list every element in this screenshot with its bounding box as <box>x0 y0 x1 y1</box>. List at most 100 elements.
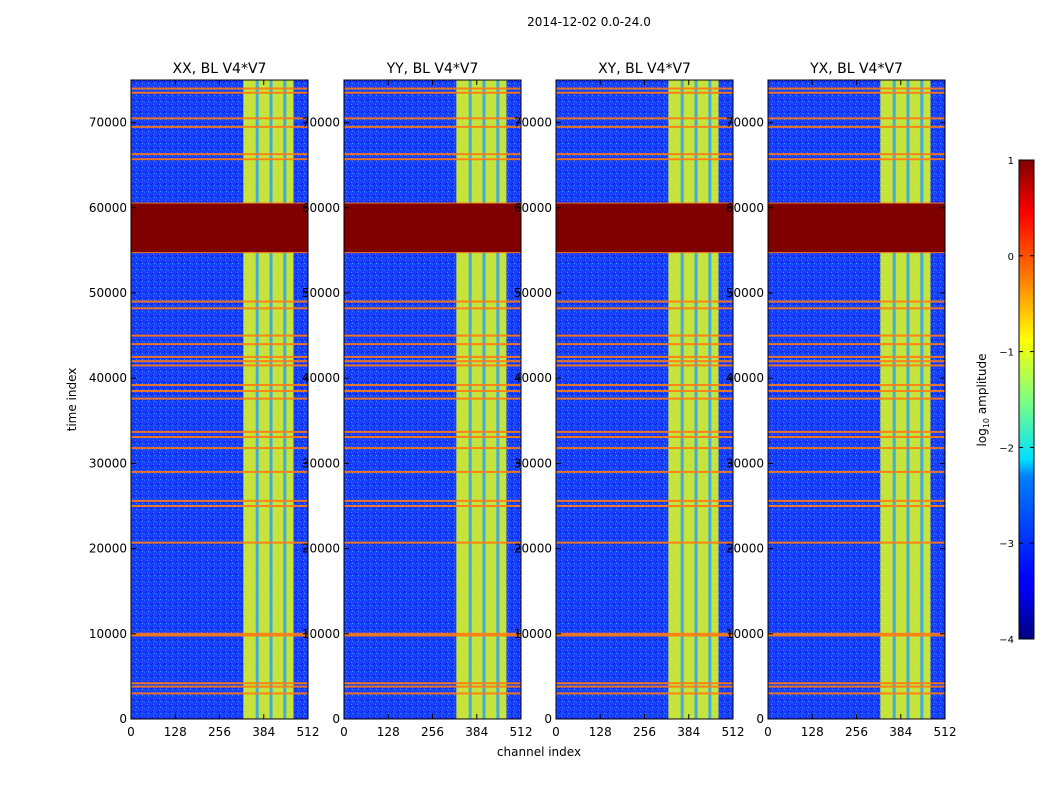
colorbar-gradient <box>1018 159 1035 640</box>
rfi-row <box>344 685 521 688</box>
y-tick-label: 50000 <box>302 286 340 300</box>
rfi-row <box>768 158 945 161</box>
rfi-row <box>768 505 945 507</box>
rfi-row <box>556 334 733 337</box>
rfi-row <box>344 153 521 156</box>
rfi-row <box>131 364 308 367</box>
rfi-row <box>768 384 945 387</box>
y-tick-label: 30000 <box>514 456 552 470</box>
x-axis-label: channel index <box>497 745 581 759</box>
rfi-row <box>131 447 308 450</box>
y-tick-label: 30000 <box>89 456 127 470</box>
rfi-row <box>344 634 521 637</box>
rfi-row <box>344 384 521 387</box>
rfi-row <box>344 470 521 473</box>
y-tick-label: 50000 <box>514 286 552 300</box>
colorbar: 10−1−2−3−4 log10 amplitude <box>975 156 1035 646</box>
panel-title: XY, BL V4*V7 <box>598 61 691 77</box>
y-tick-label: 60000 <box>89 201 127 215</box>
rfi-row <box>344 541 521 544</box>
rfi-row <box>768 125 945 128</box>
rfi-row <box>768 153 945 156</box>
rfi-row <box>131 505 308 507</box>
y-tick-label: 40000 <box>89 371 127 385</box>
x-tick-label: 0 <box>127 725 135 739</box>
rfi-row <box>768 300 945 303</box>
rfi-row <box>131 384 308 387</box>
rfi-row <box>768 117 945 120</box>
x-tick-label: 0 <box>340 725 348 739</box>
rfi-row <box>131 87 308 90</box>
rfi-row <box>768 634 945 637</box>
rfi-row <box>344 430 521 433</box>
rfi-row <box>344 692 521 695</box>
panel-1: XX, BL V4*V7 0 128 256 384 512 0 10000 20000 3000… <box>65 61 319 739</box>
rfi-row <box>556 251 733 254</box>
rfi-row <box>131 692 308 695</box>
rfi-row <box>131 389 308 392</box>
colorbar-tick-label: 0 <box>1008 252 1014 263</box>
y-tick-label: 20000 <box>726 542 764 556</box>
x-tick-label: 128 <box>377 725 400 739</box>
y-tick-label: 20000 <box>89 542 127 556</box>
y-tick-label: 70000 <box>302 116 340 130</box>
rfi-row <box>768 360 945 363</box>
x-tick-label: 256 <box>421 725 444 739</box>
rfi-row <box>344 632 521 635</box>
y-tick-label: 10000 <box>514 627 552 641</box>
rfi-row <box>768 692 945 695</box>
rfi-row <box>344 397 521 400</box>
rfi-row <box>768 87 945 90</box>
rfi-row <box>131 117 308 120</box>
rfi-row <box>556 447 733 450</box>
rfi-row <box>556 470 733 473</box>
rfi-row <box>131 499 308 502</box>
rfi-row <box>768 364 945 367</box>
rfi-row <box>768 397 945 400</box>
rfi-row <box>768 541 945 544</box>
rfi-row <box>131 634 308 637</box>
rfi-row <box>344 499 521 502</box>
rfi-row <box>556 300 733 303</box>
rfi-row <box>556 158 733 161</box>
y-tick-label: 70000 <box>514 116 552 130</box>
y-tick-label: 40000 <box>302 371 340 385</box>
x-tick-label: 0 <box>552 725 560 739</box>
rfi-row <box>556 505 733 507</box>
y-tick-label: 50000 <box>89 286 127 300</box>
x-tick-label: 512 <box>722 725 745 739</box>
rfi-row <box>344 251 521 254</box>
rfi-row <box>131 300 308 303</box>
x-tick-label: 256 <box>845 725 868 739</box>
x-tick-label: 384 <box>889 725 912 739</box>
rfi-row <box>768 685 945 688</box>
rfi-row <box>768 470 945 473</box>
saturated-block <box>344 203 521 253</box>
rfi-row <box>768 389 945 392</box>
rfi-row <box>344 355 521 358</box>
colorbar-label: log10 amplitude <box>975 354 991 447</box>
rfi-row <box>131 343 308 346</box>
rfi-row <box>556 384 733 387</box>
rfi-row <box>131 541 308 544</box>
rfi-row <box>556 632 733 635</box>
rfi-row <box>556 634 733 637</box>
rfi-row <box>556 364 733 367</box>
rfi-row <box>131 685 308 688</box>
x-tick-label: 384 <box>465 725 488 739</box>
rfi-row <box>344 360 521 363</box>
rfi-row <box>768 91 945 94</box>
y-tick-label: 60000 <box>302 201 340 215</box>
rfi-row <box>344 300 521 303</box>
x-tick-label: 512 <box>297 725 320 739</box>
y-tick-label: 60000 <box>514 201 552 215</box>
rfi-row <box>131 158 308 161</box>
y-tick-label: 0 <box>544 712 552 726</box>
y-tick-label: 10000 <box>302 627 340 641</box>
colorbar-tick-label: −3 <box>999 539 1014 550</box>
x-tick-label: 128 <box>164 725 187 739</box>
rfi-row <box>556 541 733 544</box>
rfi-row <box>344 334 521 337</box>
rfi-row <box>344 158 521 161</box>
